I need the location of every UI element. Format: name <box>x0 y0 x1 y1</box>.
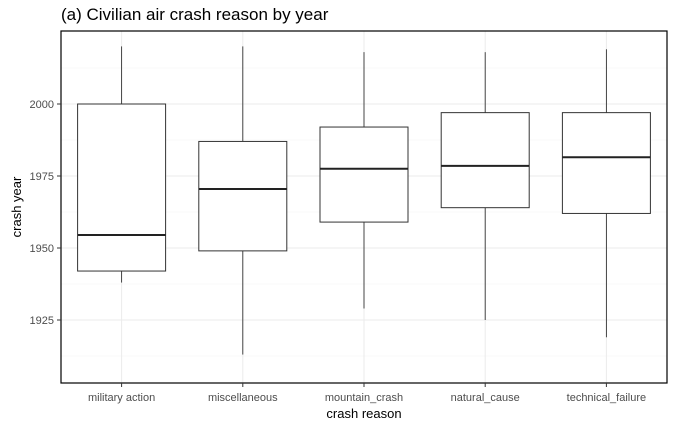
iqr-box <box>77 103 167 272</box>
iqr-box <box>198 140 288 252</box>
y-axis-title: crash year <box>9 176 24 237</box>
x-axis: military action miscellaneous mountain_cra… <box>88 383 646 404</box>
iqr-box <box>440 112 530 209</box>
x-tick-label: natural_cause <box>451 392 520 404</box>
chart-title: (a) Civilian air crash reason by year <box>61 5 329 24</box>
y-axis: 1925 1950 1975 2000 <box>30 99 61 327</box>
box-series <box>77 46 651 355</box>
x-tick-label: military action <box>88 392 155 404</box>
box-miscellaneous <box>198 46 288 355</box>
iqr-box <box>561 112 651 214</box>
y-tick-label: 1925 <box>30 315 54 327</box>
box-natural-cause <box>440 52 530 320</box>
box-mountain-crash <box>319 52 409 309</box>
x-tick-label: miscellaneous <box>208 392 278 404</box>
box-military-action <box>77 46 167 283</box>
box-technical-failure <box>561 49 651 338</box>
x-tick-label: mountain_crash <box>325 392 403 404</box>
iqr-box <box>319 126 409 223</box>
y-tick-label: 1975 <box>30 171 54 183</box>
x-axis-title: crash reason <box>326 406 401 421</box>
x-tick-label: technical_failure <box>567 392 647 404</box>
y-tick-label: 2000 <box>30 99 54 111</box>
y-tick-label: 1950 <box>30 243 54 255</box>
